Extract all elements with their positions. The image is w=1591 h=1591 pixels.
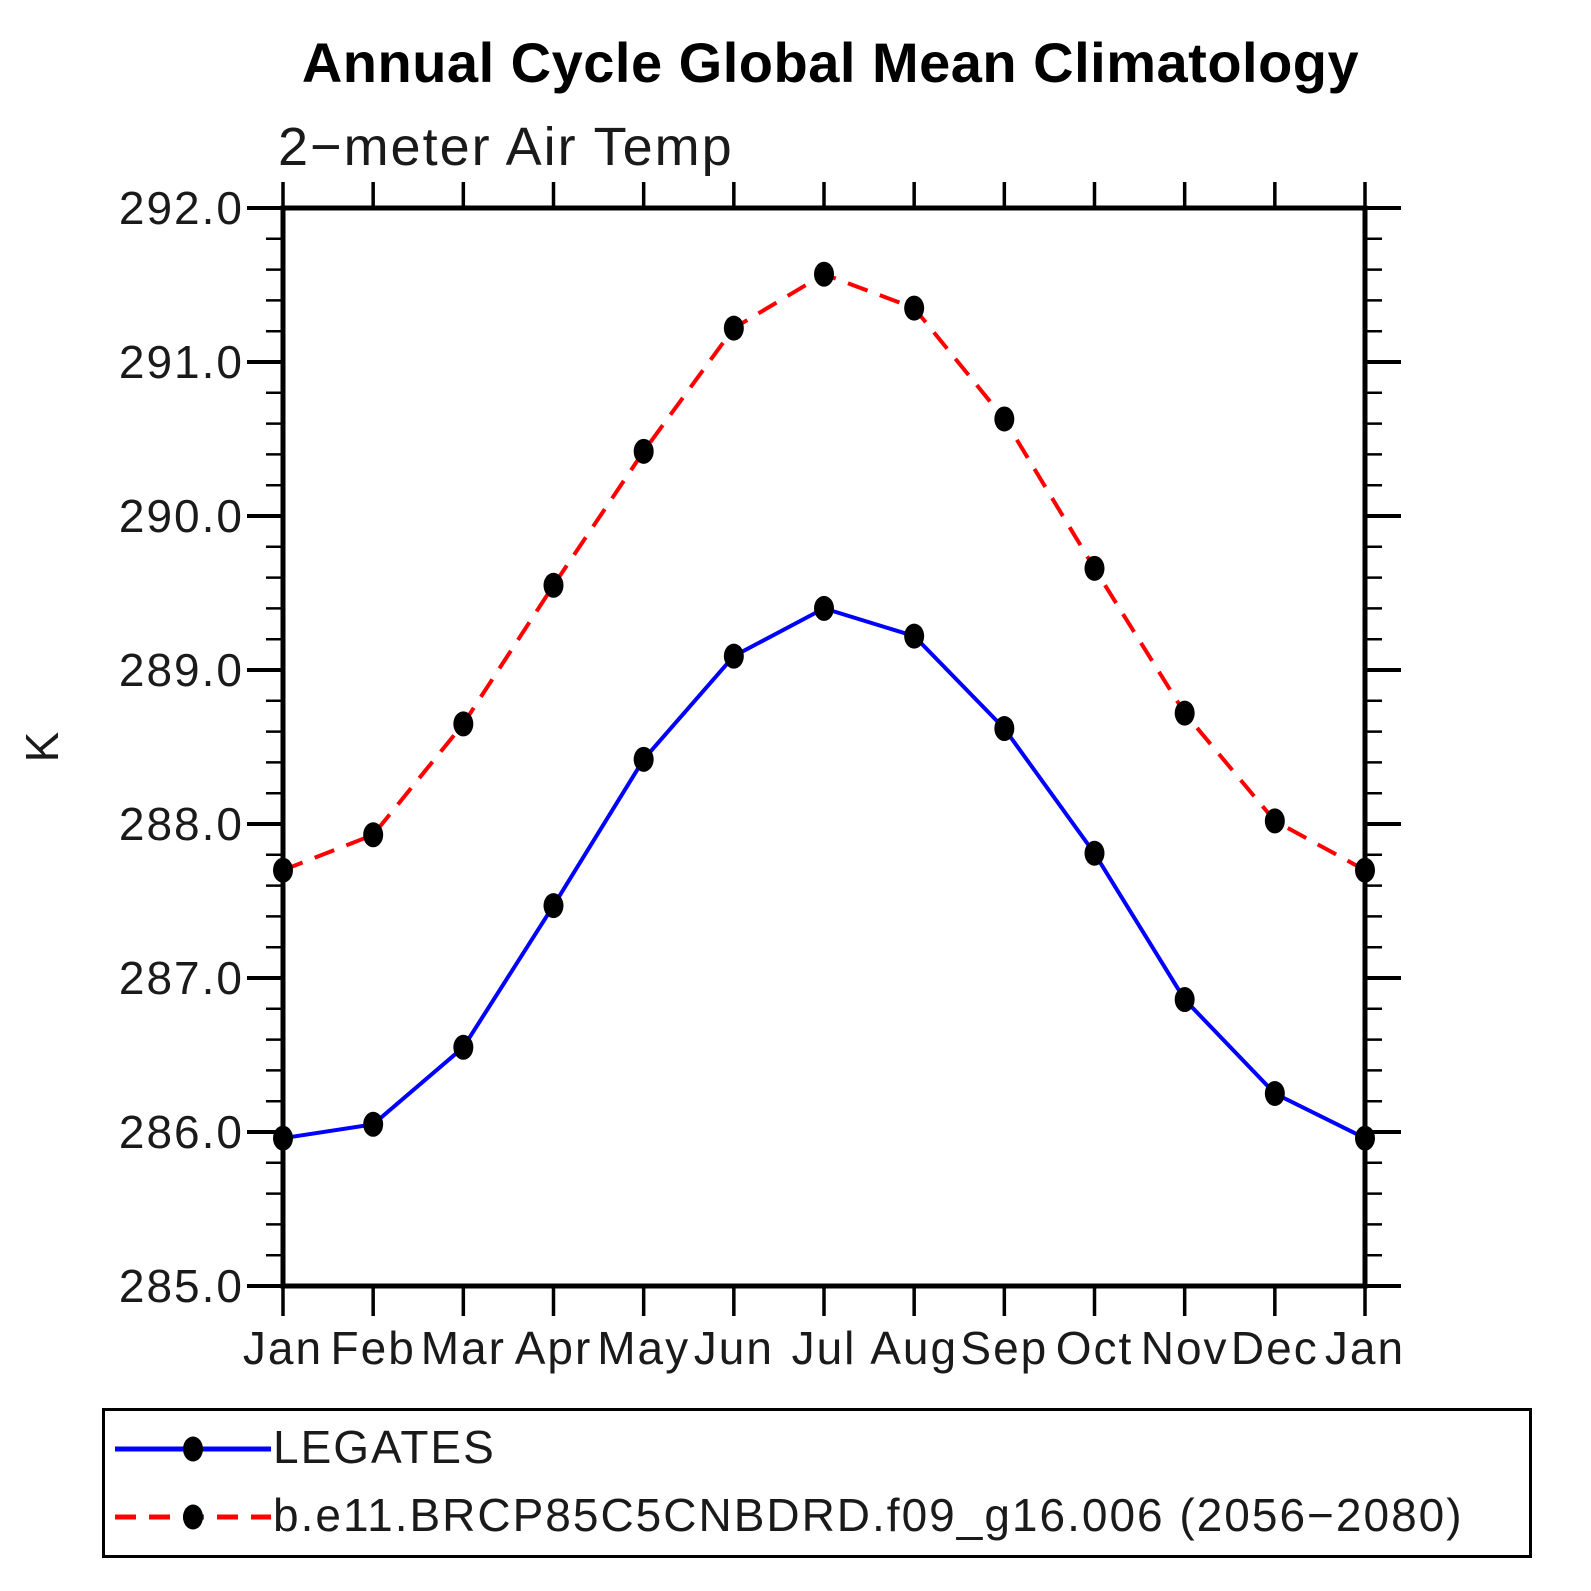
data-point-marker	[453, 711, 474, 737]
x-axis-tick-label: Jan	[243, 1322, 323, 1374]
y-axis-tick-label: 288.0	[119, 798, 244, 850]
y-axis-tick-label: 289.0	[119, 644, 244, 696]
x-axis-tick-label: Dec	[1231, 1322, 1319, 1374]
x-axis-tick-label: Nov	[1141, 1322, 1229, 1374]
legend: LEGATES b.e11.BRCP85C5CNBDRD.f09_g16.006 …	[102, 1408, 1532, 1558]
data-point-marker	[1174, 700, 1195, 726]
legend-label: b.e11.BRCP85C5CNBDRD.f09_g16.006 (2056−2…	[273, 1489, 1464, 1541]
legend-marker	[183, 1436, 203, 1462]
plot-box	[280, 205, 1368, 1289]
data-point-marker	[633, 438, 654, 464]
data-point-marker	[723, 315, 744, 341]
x-axis-tick-label: Feb	[331, 1322, 416, 1374]
data-point-marker	[273, 1125, 293, 1151]
data-point-marker	[904, 623, 925, 649]
data-point-marker	[994, 406, 1015, 432]
data-point-marker	[1264, 1081, 1285, 1106]
y-axis-tick-label: 286.0	[119, 1106, 244, 1158]
x-axis-tick-label: May	[597, 1322, 690, 1374]
series-line-legates	[282, 606, 1366, 1141]
data-point-marker	[363, 1111, 384, 1137]
data-point-marker	[273, 857, 293, 883]
legend-marker	[183, 1504, 203, 1530]
data-point-marker	[633, 746, 654, 772]
legend-item: LEGATES	[111, 1415, 1529, 1483]
legend-line-sample	[115, 1504, 271, 1530]
data-point-marker	[363, 822, 384, 848]
data-point-marker	[543, 572, 564, 598]
data-point-marker	[1355, 857, 1375, 883]
y-axis-tick-label: 290.0	[119, 490, 244, 542]
data-point-marker	[814, 595, 834, 621]
chart-title: Annual Cycle Global Mean Climatology	[301, 31, 1360, 94]
data-point-marker	[1264, 808, 1285, 834]
legend-item: b.e11.BRCP85C5CNBDRD.f09_g16.006 (2056−2…	[111, 1483, 1529, 1551]
data-point-marker	[1355, 1125, 1375, 1151]
x-axis-tick-label: Oct	[1056, 1322, 1134, 1374]
data-point-marker	[1084, 840, 1105, 866]
x-axis-tick-label: Aug	[870, 1322, 958, 1374]
y-axis-tick-label: 292.0	[119, 182, 244, 234]
y-axis-tick-label: 291.0	[119, 336, 244, 388]
x-axis-tick-label: Jun	[694, 1322, 774, 1374]
x-axis-tick-label: Sep	[960, 1322, 1048, 1374]
legend-label: LEGATES	[273, 1421, 496, 1473]
data-point-marker	[904, 295, 925, 321]
x-axis-tick-label: Mar	[421, 1322, 506, 1374]
series-line-model	[282, 271, 1366, 873]
data-point-marker	[723, 643, 744, 669]
y-axis-tick-label: 285.0	[119, 1260, 244, 1312]
legend-line-sample	[115, 1436, 271, 1462]
x-axis-tick-label: Apr	[515, 1322, 593, 1374]
chart-subtitle: 2−meter Air Temp	[278, 117, 734, 177]
x-axis-tick-label: Jul	[792, 1322, 857, 1374]
data-point-marker	[1084, 555, 1105, 581]
y-axis-label: K	[16, 731, 68, 762]
data-point-marker	[1174, 987, 1195, 1013]
x-axis-tick-label: Jan	[1325, 1322, 1405, 1374]
data-point-marker	[543, 893, 564, 919]
data-point-marker	[453, 1034, 474, 1060]
y-axis-tick-label: 287.0	[119, 952, 244, 1004]
data-point-marker	[994, 716, 1015, 742]
data-point-marker	[814, 261, 834, 287]
